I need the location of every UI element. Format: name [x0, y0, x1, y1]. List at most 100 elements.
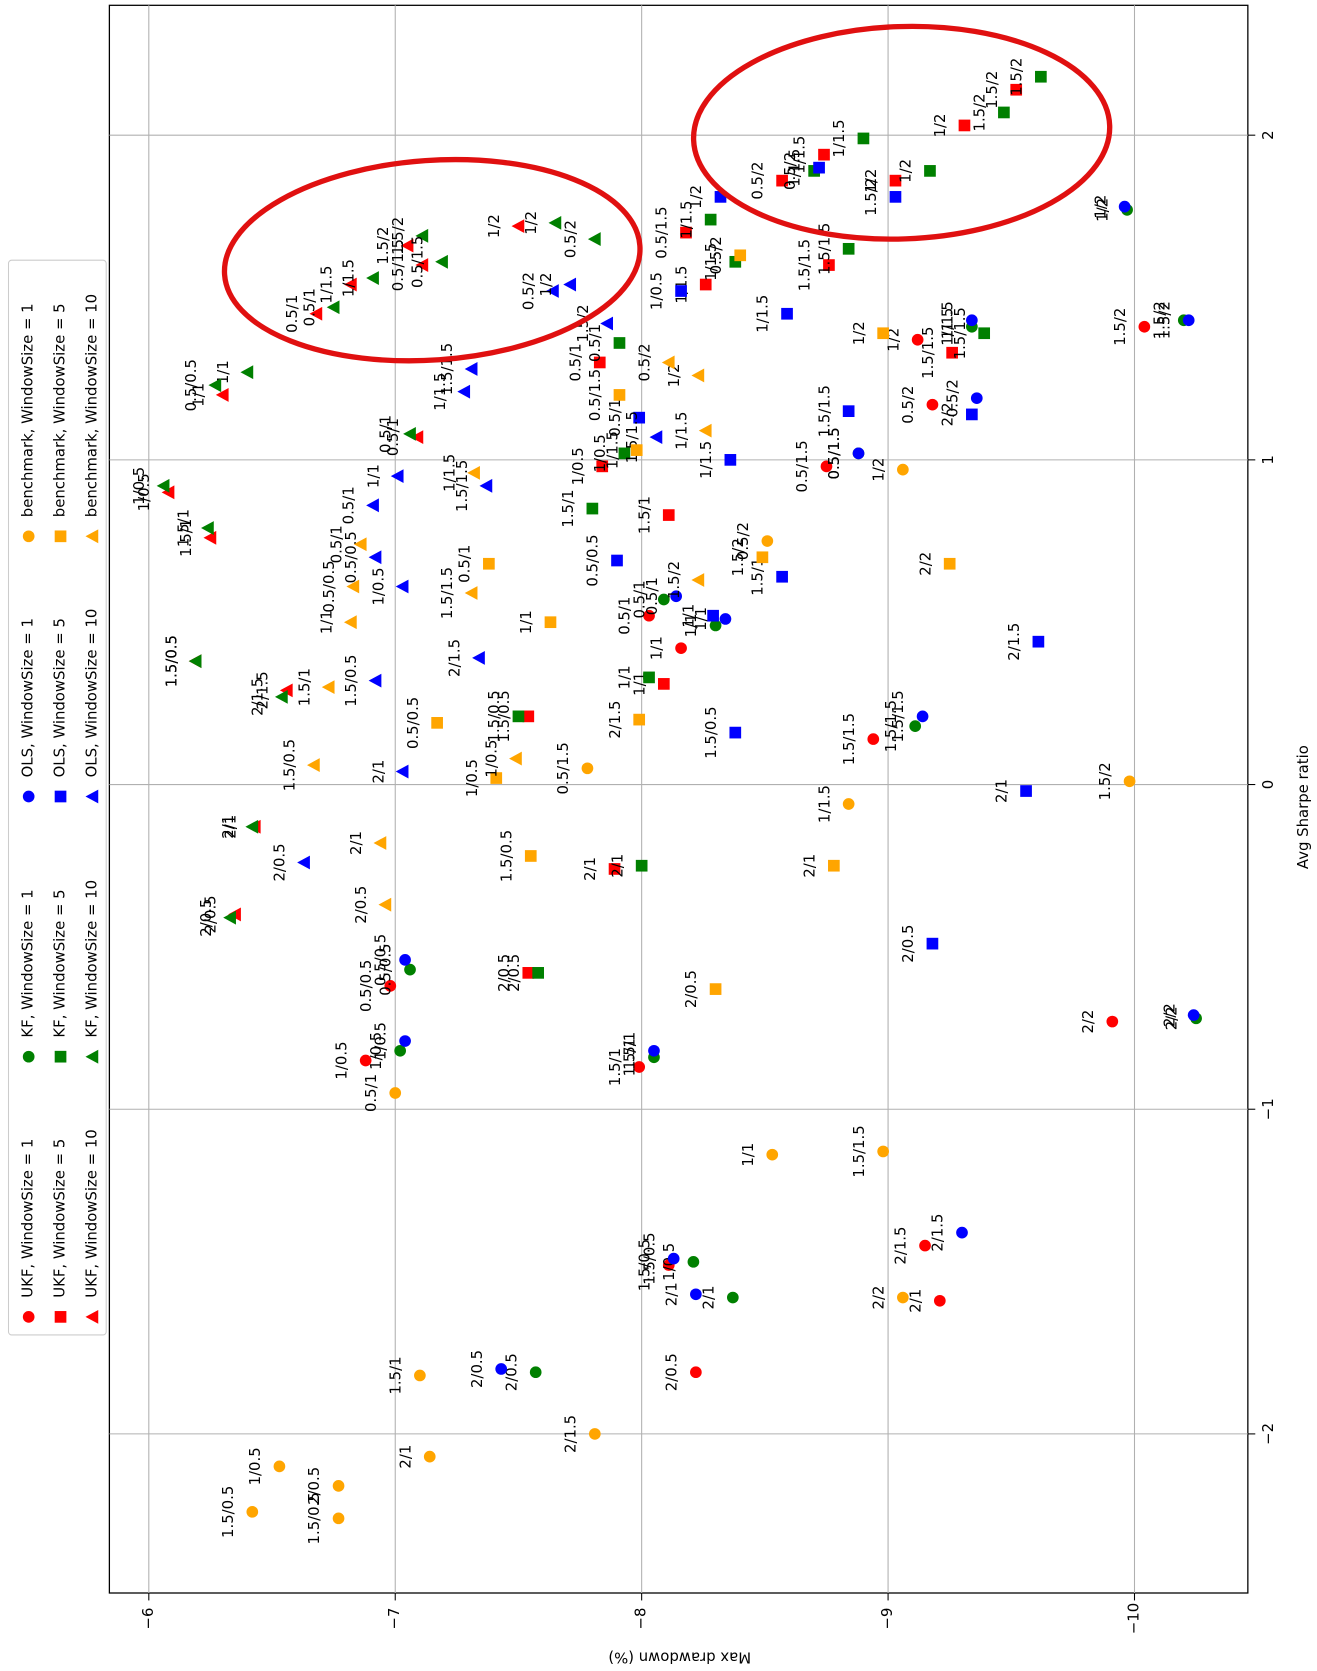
- point: [414, 1369, 426, 1382]
- point-label: 1.5/1: [175, 509, 193, 547]
- point-label: 1/1.5: [677, 201, 695, 239]
- point-label: 1/2: [1094, 198, 1112, 222]
- point-label: 1/0.5: [591, 434, 609, 472]
- point: [1138, 320, 1151, 333]
- point: [332, 1512, 345, 1525]
- point-label: 0.5/1: [362, 1074, 380, 1112]
- point: [690, 1366, 702, 1379]
- point-label: 2/1.5: [929, 1214, 947, 1252]
- point: [699, 278, 712, 291]
- point-label: 2/1: [800, 854, 818, 878]
- point-label: 0.5/2: [635, 343, 653, 381]
- point-label: 2/0.5: [352, 886, 370, 924]
- y-axis-label: Max drawdown (%): [608, 1649, 751, 1667]
- legend-marker: [22, 790, 35, 803]
- plot-layer: 2/0.5 1.5/0.5 2/1 2/1.5 1/0.5 0.5/0.5 1.5/1 2/2…: [109, 5, 1248, 1594]
- point: [729, 255, 742, 268]
- point: [657, 593, 670, 606]
- point-label: 0.5/2: [520, 272, 538, 310]
- legend-marker: [85, 789, 99, 804]
- point-label: 1/1: [318, 610, 336, 634]
- point: [867, 733, 880, 745]
- point-label: 1/0.5: [135, 473, 153, 511]
- point-label: 1/1.5: [603, 431, 621, 469]
- point-label: 2/1: [221, 815, 239, 839]
- point: [423, 1450, 436, 1463]
- point-label: 1/2: [869, 458, 887, 482]
- point-label: 1.5/1.5: [889, 690, 907, 742]
- point-label: 1.5/0.5: [702, 706, 720, 758]
- point: [707, 609, 719, 622]
- point: [586, 502, 599, 515]
- point: [245, 819, 259, 834]
- point: [399, 954, 411, 966]
- point: [524, 850, 537, 862]
- point-label: 1.5/2: [983, 71, 1001, 109]
- point-label: 1/1: [739, 1143, 757, 1167]
- point-label: 1.5/0.5: [497, 830, 515, 882]
- point: [933, 1294, 946, 1307]
- point-label: 0.5/1.5: [825, 427, 843, 479]
- point-label: 2/2: [938, 402, 956, 426]
- legend-label: KF, WindowSize = 10: [82, 880, 100, 1038]
- point: [818, 148, 830, 161]
- point-label: 1/2: [485, 214, 503, 238]
- point-label: 1.5/2: [1096, 762, 1114, 800]
- legend-marker: [85, 1309, 99, 1324]
- point: [766, 1148, 779, 1161]
- point-label: 0.5/1: [283, 295, 301, 333]
- point-label: 1.5/0.5: [640, 1232, 658, 1284]
- legend-marker: [85, 529, 99, 544]
- point: [373, 836, 387, 850]
- point: [648, 1044, 660, 1057]
- point-label: 0.5/1.5: [793, 440, 811, 492]
- point-label: 1/2: [931, 113, 949, 137]
- point-label: 1.5/1.5: [951, 307, 969, 359]
- point-label: 1.5/1.5: [815, 385, 833, 437]
- point: [776, 174, 788, 187]
- point-label: 1.5/0.5: [305, 1492, 323, 1544]
- point-label: 1.5/1: [295, 668, 313, 706]
- point: [926, 398, 939, 411]
- point: [1118, 200, 1131, 213]
- point-label: 1.5/1: [387, 1356, 405, 1394]
- point-label: 1/1.5: [702, 243, 720, 281]
- legend-marker: [85, 1049, 99, 1064]
- point: [691, 368, 705, 383]
- legend-label: OLS, WindowSize = 1: [19, 618, 37, 777]
- point: [1123, 775, 1136, 788]
- point: [633, 411, 646, 424]
- point-label: 0.5/0.5: [377, 943, 395, 995]
- point-label: 0.5/1.5: [409, 236, 427, 288]
- point-label: 2/0.5: [663, 1353, 681, 1391]
- point: [970, 392, 983, 405]
- point: [781, 307, 793, 320]
- point: [215, 388, 229, 402]
- point: [511, 219, 525, 233]
- point: [897, 463, 909, 476]
- point: [734, 249, 747, 262]
- legend-label: OLS, WindowSize = 10: [82, 609, 100, 778]
- point: [404, 963, 416, 976]
- point: [201, 521, 214, 535]
- point-label: 0.5/0.5: [584, 534, 602, 586]
- point-label: 0.5/2: [943, 379, 961, 417]
- point: [596, 460, 609, 473]
- point: [761, 535, 774, 547]
- point: [366, 271, 379, 285]
- legend-label: UKF, WindowSize = 10: [82, 1129, 100, 1298]
- legend-label: benchmark, WindowSize = 5: [51, 303, 69, 517]
- point-label: 1.5/2: [862, 178, 880, 216]
- point: [958, 119, 971, 132]
- point: [1032, 635, 1045, 648]
- point-label: 1/1.5: [830, 119, 848, 157]
- highlight-ellipse: [690, 23, 1113, 242]
- point-label: 0.5/2: [561, 220, 579, 258]
- point: [813, 161, 825, 174]
- point: [353, 537, 367, 552]
- point: [661, 355, 675, 370]
- point-label: 2/0.5: [197, 899, 215, 937]
- point: [680, 226, 692, 239]
- point-label: 0.5/2: [734, 522, 752, 560]
